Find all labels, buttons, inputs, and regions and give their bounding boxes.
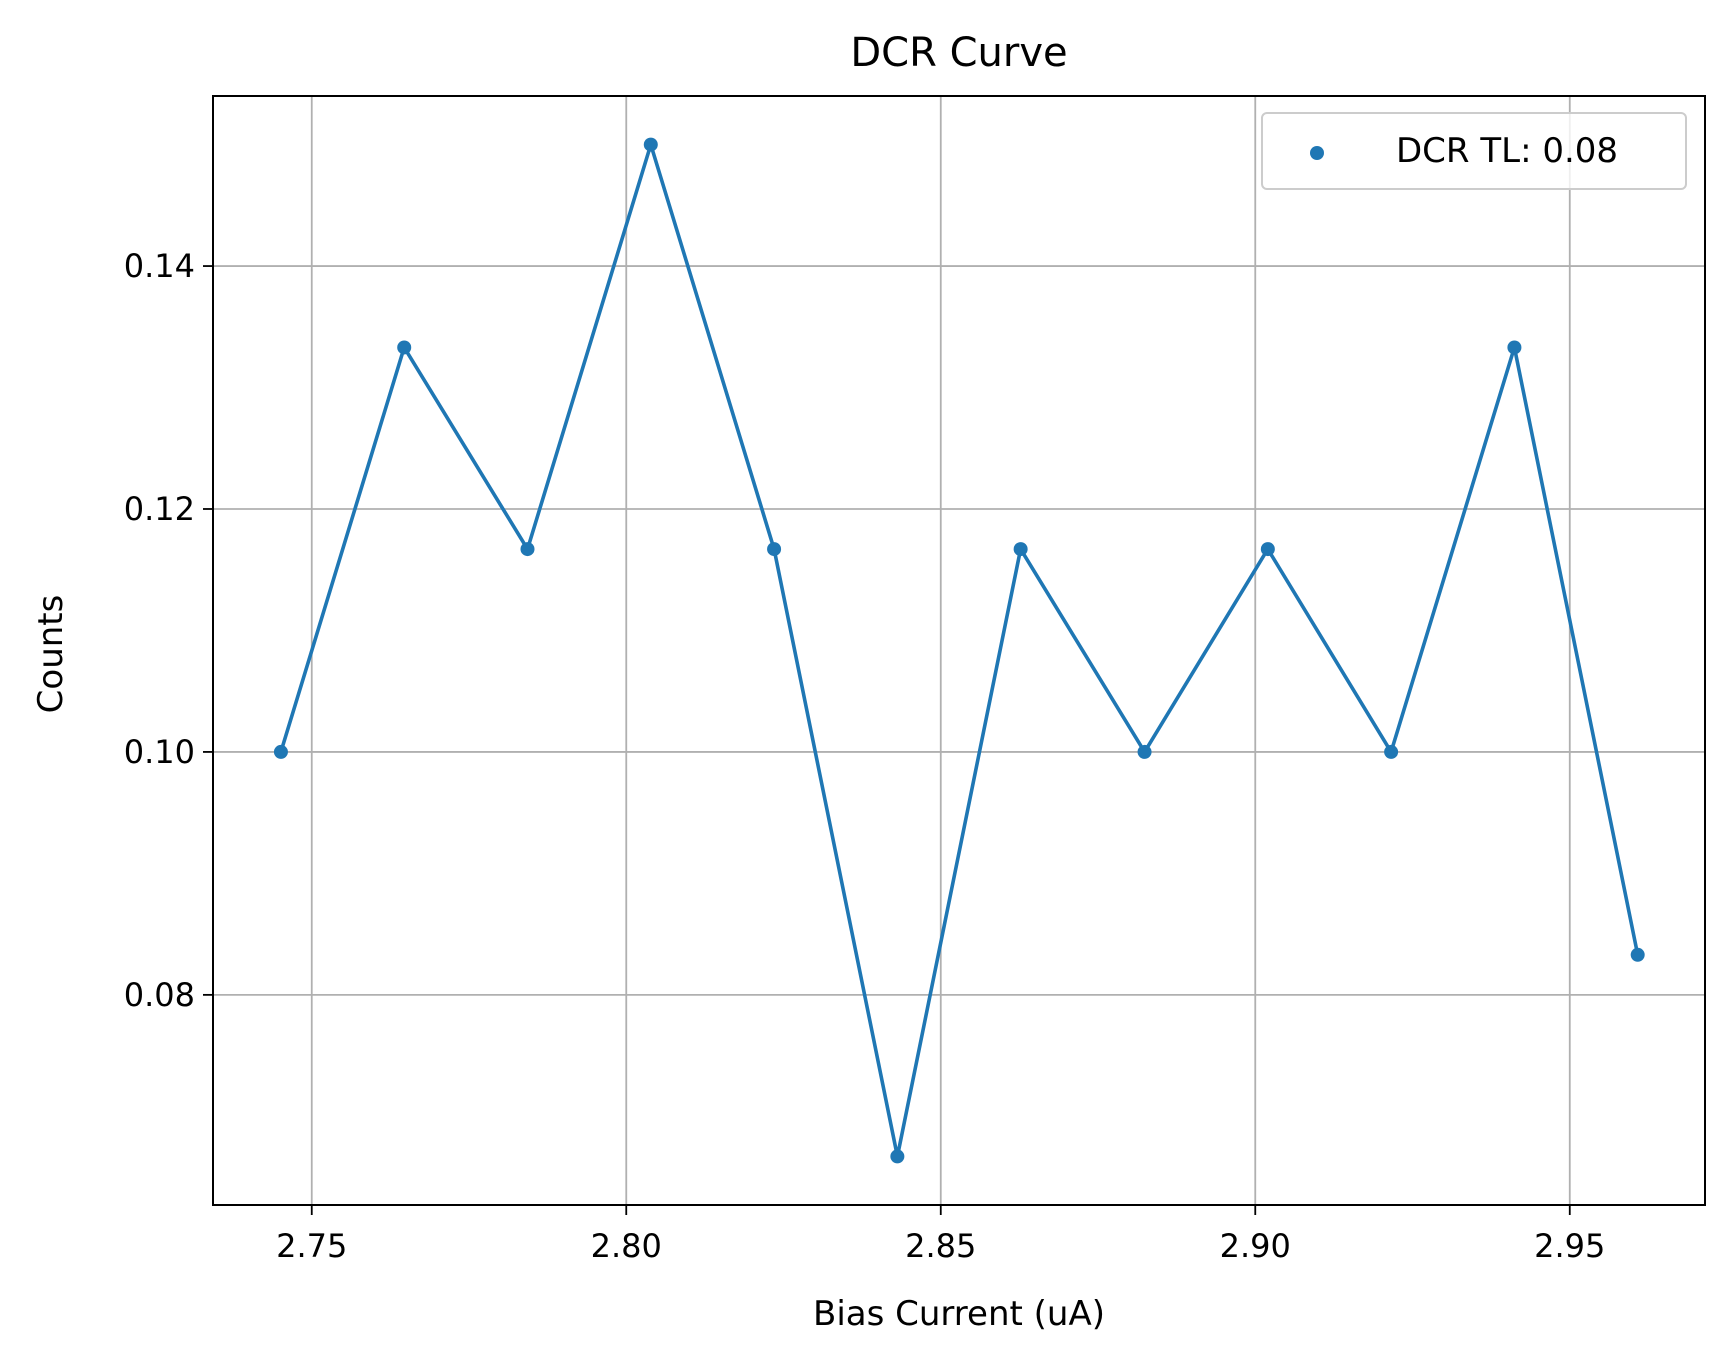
data-point bbox=[1260, 542, 1275, 557]
data-point bbox=[1137, 744, 1152, 759]
plot-frame bbox=[212, 95, 1706, 1206]
x-tick-label: 2.75 bbox=[276, 1227, 347, 1265]
legend: DCR TL: 0.08 bbox=[1261, 112, 1687, 190]
legend-box bbox=[1261, 112, 1687, 190]
y-axis-label: Counts bbox=[31, 595, 71, 714]
data-point bbox=[890, 1149, 905, 1164]
x-tick-label: 2.95 bbox=[1534, 1227, 1605, 1265]
y-tick-label: 0.14 bbox=[124, 247, 195, 285]
axis-ticks: 2.75 2.80 2.85 2.90 2.95 0.08 0.10 0.12 0.14 bbox=[124, 247, 1606, 1265]
data-point bbox=[1384, 744, 1399, 759]
grid-lines bbox=[213, 96, 1705, 1205]
data-point bbox=[767, 542, 782, 557]
series-layer bbox=[273, 137, 1645, 1164]
data-point bbox=[1013, 542, 1028, 557]
x-tick-label: 2.85 bbox=[905, 1227, 976, 1265]
data-point bbox=[1507, 340, 1522, 355]
x-tick-label: 2.90 bbox=[1220, 1227, 1291, 1265]
y-tick-label: 0.10 bbox=[124, 733, 195, 771]
x-axis-label: Bias Current (uA) bbox=[813, 1294, 1105, 1334]
x-tick-label: 2.80 bbox=[591, 1227, 662, 1265]
data-point bbox=[273, 744, 288, 759]
series-line bbox=[279, 142, 1640, 1159]
data-point bbox=[520, 542, 535, 557]
y-tick-label: 0.08 bbox=[124, 976, 195, 1014]
data-point bbox=[643, 137, 658, 152]
legend-label: DCR TL: 0.08 bbox=[1396, 131, 1618, 171]
data-point bbox=[1630, 947, 1645, 962]
legend-marker bbox=[1310, 146, 1324, 160]
data-point bbox=[397, 340, 412, 355]
y-tick-label: 0.12 bbox=[124, 490, 195, 528]
chart-title: DCR Curve bbox=[850, 30, 1067, 76]
